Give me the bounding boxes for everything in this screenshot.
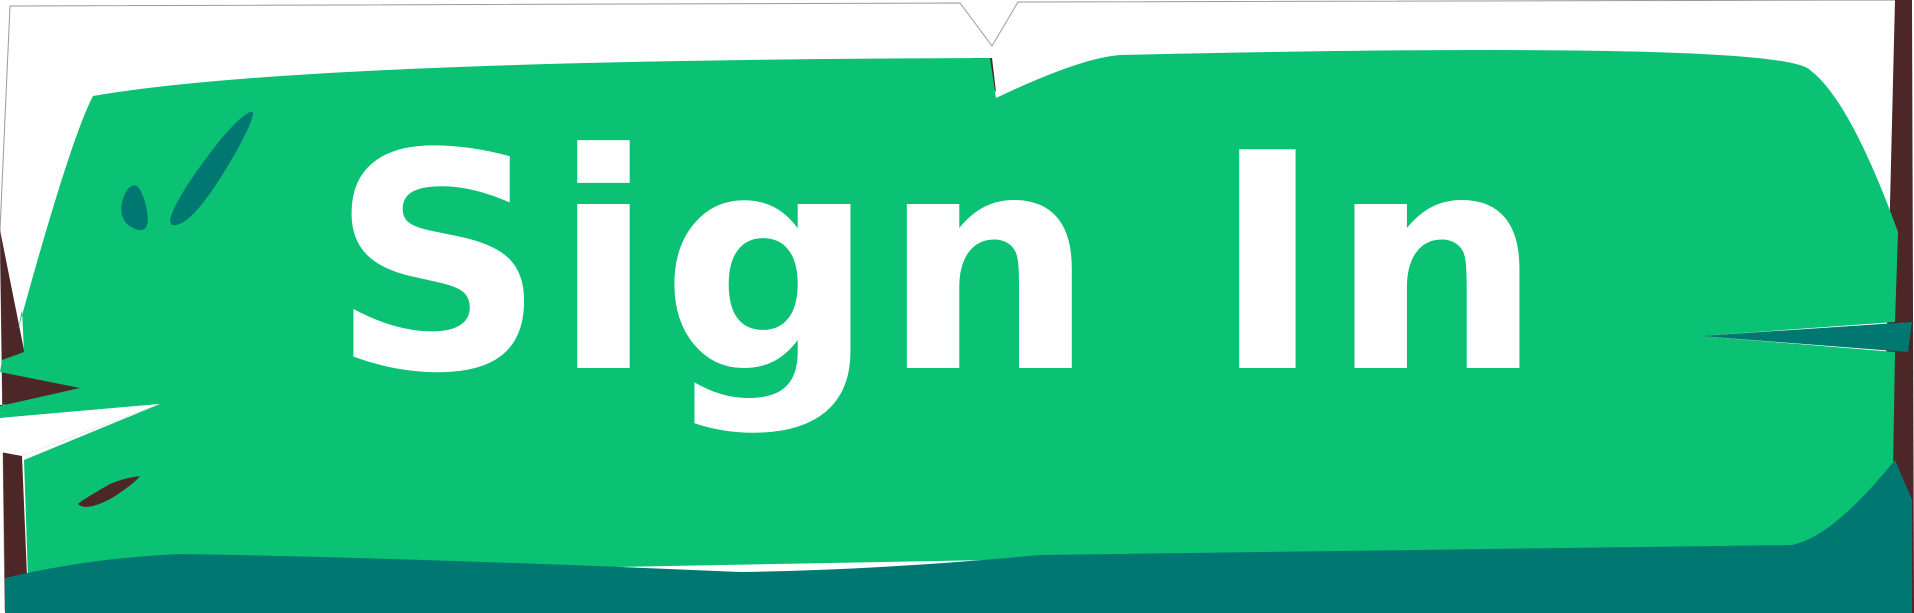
shine-mark-small xyxy=(121,185,148,231)
sign-in-label: Sign In xyxy=(330,90,1549,439)
left-white-sliver xyxy=(0,404,160,456)
shine-mark-dark xyxy=(78,476,140,507)
right-spike xyxy=(1700,322,1912,352)
left-edge-shadow xyxy=(0,230,196,602)
green-panel xyxy=(0,50,1898,578)
bottom-band xyxy=(5,460,1912,613)
shine-mark-long xyxy=(170,111,253,226)
